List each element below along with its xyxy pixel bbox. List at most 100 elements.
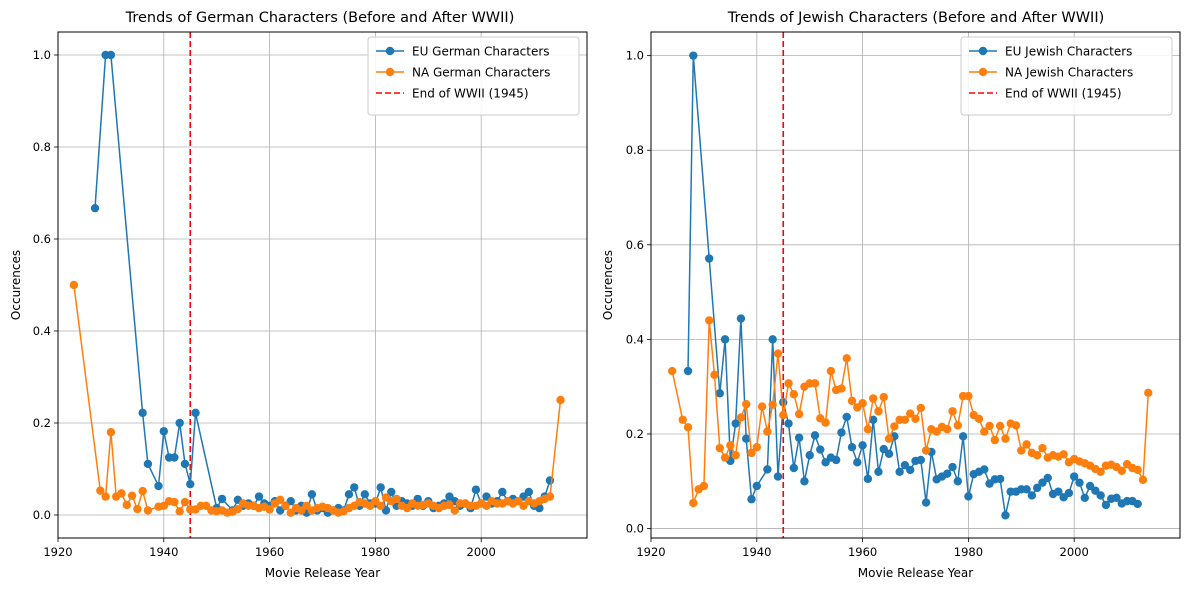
data-point <box>821 418 830 427</box>
data-point <box>1032 451 1042 460</box>
data-point <box>1001 434 1010 443</box>
data-point <box>524 487 534 497</box>
data-point <box>752 443 761 452</box>
x-tick-label: 1980 <box>954 545 983 559</box>
data-point <box>450 506 459 515</box>
y-tick-label: 1.0 <box>626 49 644 63</box>
data-point <box>133 504 142 514</box>
data-point <box>683 423 693 432</box>
data-point <box>900 415 910 424</box>
data-point <box>731 451 740 460</box>
data-point <box>847 443 857 452</box>
data-point <box>990 435 1000 445</box>
data-point <box>906 409 915 418</box>
data-point <box>953 477 963 486</box>
data-point <box>710 370 719 380</box>
legend-label: NA Jewish Characters <box>1005 66 1133 80</box>
data-point <box>742 434 751 443</box>
data-point <box>122 500 131 510</box>
data-point <box>275 495 285 505</box>
data-point <box>831 455 841 465</box>
data-point <box>837 384 846 393</box>
data-point <box>254 492 264 501</box>
data-point <box>170 453 179 462</box>
legend-label: EU German Characters <box>412 45 550 59</box>
data-point <box>90 203 100 213</box>
legend: EU Jewish Characters NA Jewish Characters… <box>960 36 1173 116</box>
data-point <box>784 379 793 388</box>
data-point <box>678 415 687 424</box>
legend-marker <box>385 46 395 56</box>
data-point <box>101 492 110 501</box>
data-point <box>736 413 746 422</box>
data-point <box>445 500 454 510</box>
data-point <box>376 501 385 510</box>
x-tick-label: 2000 <box>467 545 496 559</box>
legend-label: NA German Characters <box>412 66 550 80</box>
data-point <box>837 428 846 437</box>
data-point <box>180 497 190 507</box>
data-point <box>816 445 825 454</box>
grid <box>57 32 587 538</box>
data-point <box>159 427 168 436</box>
data-point <box>265 505 274 514</box>
x-tick-label: 1920 <box>43 545 72 559</box>
data-point <box>1043 473 1052 483</box>
data-point <box>752 481 761 491</box>
legend-box <box>367 36 580 116</box>
data-point <box>175 418 184 428</box>
data-point <box>895 467 904 476</box>
data-point <box>1080 493 1089 503</box>
data-point <box>826 366 836 376</box>
data-point <box>958 432 968 441</box>
data-point <box>1133 499 1142 509</box>
legend-label: End of WWII (1945) <box>1005 87 1122 101</box>
y-axis-label: Occurences <box>601 250 615 320</box>
legend-box <box>960 36 1173 116</box>
data-point <box>921 498 931 507</box>
data-point <box>953 421 963 430</box>
data-point <box>863 425 873 434</box>
data-point <box>715 443 724 453</box>
data-point <box>720 335 730 344</box>
data-point <box>853 458 862 467</box>
data-point <box>948 407 957 416</box>
data-point <box>1096 467 1105 476</box>
x-tick-label: 1980 <box>361 545 390 559</box>
data-point <box>1117 466 1127 476</box>
data-point <box>1027 491 1037 500</box>
data-point <box>763 465 772 474</box>
data-point <box>980 465 989 474</box>
data-point <box>1064 488 1074 498</box>
y-tick-label: 0.6 <box>33 232 51 246</box>
x-tick-label: 1960 <box>255 545 284 559</box>
data-point <box>847 396 857 406</box>
data-point <box>143 459 153 469</box>
data-point <box>943 425 952 434</box>
data-point <box>858 399 867 408</box>
data-point <box>943 469 952 478</box>
data-point <box>392 494 401 504</box>
data-point <box>736 314 746 323</box>
data-point <box>1112 493 1121 503</box>
data-point <box>884 434 894 443</box>
data-point <box>985 421 994 431</box>
data-point <box>1144 388 1153 398</box>
data-point <box>911 414 920 424</box>
data-point <box>810 379 820 388</box>
data-point <box>1138 475 1148 485</box>
data-point <box>884 449 894 459</box>
legend-label: EU Jewish Characters <box>1005 45 1132 59</box>
data-point <box>350 483 359 492</box>
data-point <box>138 408 147 418</box>
data-point <box>995 474 1005 484</box>
data-point <box>863 474 873 484</box>
data-point <box>106 50 116 60</box>
data-point <box>773 349 783 358</box>
data-point <box>471 485 481 494</box>
legend: EU German Characters NA German Characters… <box>367 36 580 116</box>
data-point <box>191 408 200 418</box>
data-point <box>800 477 809 486</box>
data-point <box>387 487 396 497</box>
data-point <box>1059 450 1068 459</box>
